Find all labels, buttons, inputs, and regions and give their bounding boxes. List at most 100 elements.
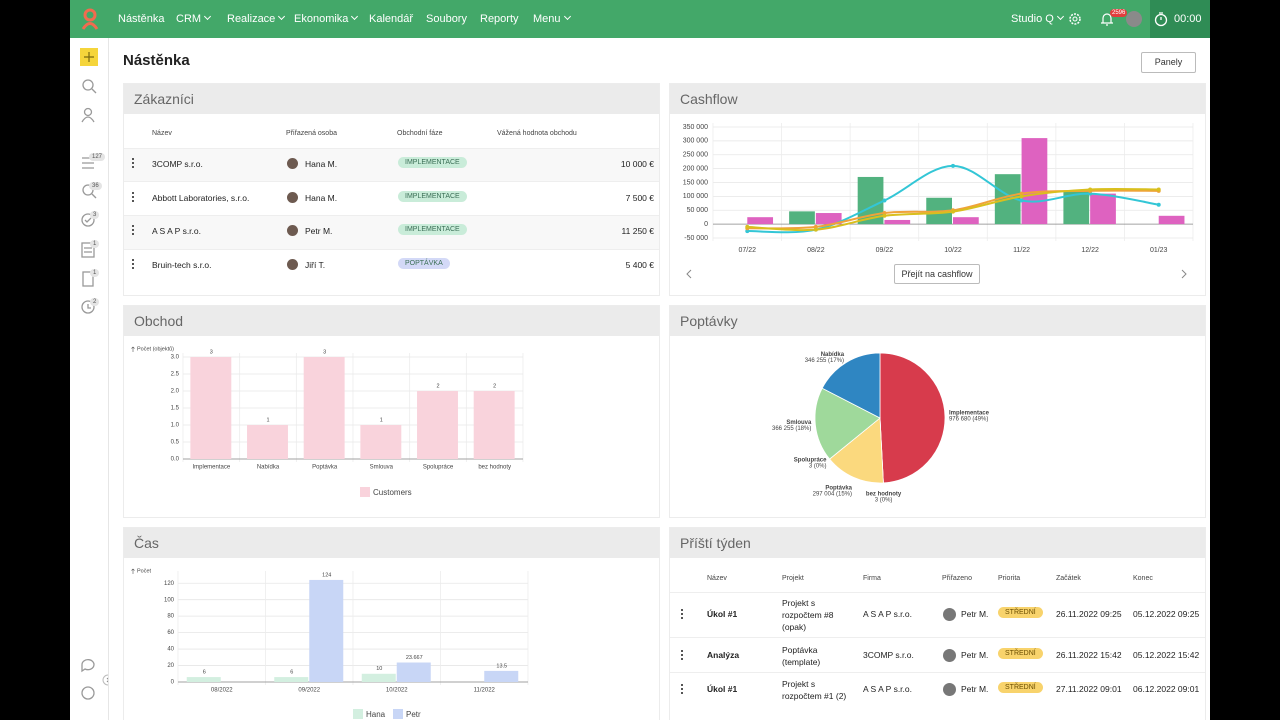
panel-title: Poptávky xyxy=(670,306,1205,336)
deal-value: 7 500 € xyxy=(625,192,654,203)
avatar xyxy=(943,649,956,662)
panel-title: Čas xyxy=(124,528,659,558)
avatar xyxy=(287,191,298,203)
panel-title: Cashflow xyxy=(670,84,1205,114)
top-bar: Nástěnka CRM Realizace Ekonomika Kalendář Sou… xyxy=(70,0,1210,38)
column-header: Přiřazeno xyxy=(942,575,972,582)
sidebar-icons xyxy=(80,48,108,700)
customer-name: 3COMP s.r.o. xyxy=(152,159,203,169)
sidebar-badge: 36 xyxy=(89,182,102,190)
nav-item[interactable]: Soubory xyxy=(426,13,467,25)
table-row xyxy=(124,214,659,249)
table-row xyxy=(670,637,1205,674)
task-assignee: Petr M. xyxy=(961,684,989,694)
column-header: Název xyxy=(152,130,172,137)
assigned-person: Hana M. xyxy=(305,159,338,169)
deal-value: 11 250 € xyxy=(621,226,654,237)
avatar xyxy=(287,225,298,237)
row-menu[interactable] xyxy=(132,259,134,262)
avatar xyxy=(943,608,956,621)
nav-item[interactable]: Kalendář xyxy=(369,13,414,25)
task-name: Analýza xyxy=(707,650,740,660)
task-project: Poptávka (template) xyxy=(782,645,821,667)
task-start: 26.11.2022 15:42 xyxy=(1056,650,1122,660)
inquiries-panel: Poptávky xyxy=(669,305,1206,518)
column-header: Projekt xyxy=(782,575,804,582)
assigned-person: Jiří T. xyxy=(305,260,326,271)
cashflow-link[interactable]: Přejít na cashflow xyxy=(894,264,980,284)
phase-pill: IMPLEMENTACE xyxy=(398,224,467,236)
next-week-panel: Příští týden xyxy=(669,527,1206,720)
nav-item[interactable]: Realizace xyxy=(227,13,284,25)
column-header: Začátek xyxy=(1056,575,1081,582)
avatar xyxy=(287,158,298,169)
column-header: Firma xyxy=(863,575,881,582)
table-row xyxy=(670,592,1205,637)
table-row xyxy=(670,672,1205,707)
sidebar: 127 36 3 1 1 2 xyxy=(70,38,109,720)
nav-item[interactable]: CRM xyxy=(176,13,210,25)
page-title: Nástěnka xyxy=(123,52,190,69)
phase-pill: IMPLEMENTACE xyxy=(398,190,467,202)
task-end: 05.12.2022 15:42 xyxy=(1133,650,1200,660)
sidebar-badge: 1 xyxy=(90,269,100,277)
notification-badge: 2596 xyxy=(1110,9,1128,17)
task-project: Projekt s rozpočtem #1 (2) xyxy=(782,679,847,701)
task-end: 05.12.2022 09:25 xyxy=(1133,609,1200,619)
avatar xyxy=(287,259,298,271)
column-header: Přiřazená osoba xyxy=(286,130,337,137)
task-company: A S A P s.r.o. xyxy=(863,609,912,619)
panel-title: Příští týden xyxy=(670,528,1205,558)
column-header: Název xyxy=(707,575,727,582)
task-assignee: Petr M. xyxy=(961,650,989,660)
task-company: A S A P s.r.o. xyxy=(863,684,912,694)
priority-pill: STŘEDNÍ xyxy=(998,682,1043,693)
company-switch[interactable]: Studio Q xyxy=(1011,13,1063,25)
sidebar-badge: 1 xyxy=(90,240,100,248)
priority-pill: STŘEDNÍ xyxy=(998,648,1043,659)
column-header: Konec xyxy=(1133,575,1153,582)
priority-pill: STŘEDNÍ xyxy=(998,607,1043,618)
deals-panel: Obchod xyxy=(123,305,660,518)
table-row xyxy=(124,181,659,216)
cashflow-link-label: Přejít na cashflow xyxy=(901,269,973,279)
avatar xyxy=(943,683,956,696)
row-menu[interactable] xyxy=(132,225,134,228)
panels-button[interactable]: Panely xyxy=(1141,52,1196,73)
phase-pill: POPTÁVKA xyxy=(398,258,450,270)
row-menu[interactable] xyxy=(132,158,134,160)
nav-item[interactable]: Ekonomika xyxy=(294,13,357,25)
assigned-person: Petr M. xyxy=(305,226,333,237)
row-menu[interactable] xyxy=(681,684,683,686)
nav-item[interactable]: Menu xyxy=(533,13,570,25)
task-start: 26.11.2022 09:25 xyxy=(1056,609,1122,619)
row-menu[interactable] xyxy=(681,650,683,652)
task-project: Projekt s rozpočtem #8 (opak) xyxy=(782,598,834,632)
sidebar-badge: 3 xyxy=(90,211,100,219)
task-assignee: Petr M. xyxy=(961,609,989,619)
settings-icon[interactable] xyxy=(1067,11,1083,27)
assigned-person: Hana M. xyxy=(305,192,338,203)
row-menu[interactable] xyxy=(132,191,134,194)
table-row xyxy=(124,147,659,182)
task-company: 3COMP s.r.o. xyxy=(863,650,914,660)
nav-item[interactable]: Reporty xyxy=(480,13,519,25)
bell-icon[interactable] xyxy=(1100,12,1114,27)
sidebar-badge: 127 xyxy=(89,153,106,161)
customer-name: Abbott Laboratories, s.r.o. xyxy=(152,192,250,203)
deal-value: 10 000 € xyxy=(620,159,654,169)
deal-value: 5 400 € xyxy=(625,260,654,271)
nav-item[interactable]: Nástěnka xyxy=(118,13,165,25)
timer[interactable]: 00:00 xyxy=(1150,0,1210,38)
logo xyxy=(81,8,99,30)
row-menu[interactable] xyxy=(681,609,683,611)
column-header: Vážená hodnota obchodu xyxy=(497,130,577,137)
user-avatar[interactable] xyxy=(1126,11,1142,27)
task-name: Úkol #1 xyxy=(707,684,738,694)
app: Nástěnka CRM Realizace Ekonomika Kalendář Sou… xyxy=(70,0,1210,720)
customer-name: Bruin-tech s.r.o. xyxy=(152,260,212,271)
timer-text: 00:00 xyxy=(1174,13,1202,25)
task-start: 27.11.2022 09:01 xyxy=(1056,684,1122,694)
column-header: Obchodní fáze xyxy=(397,130,443,137)
